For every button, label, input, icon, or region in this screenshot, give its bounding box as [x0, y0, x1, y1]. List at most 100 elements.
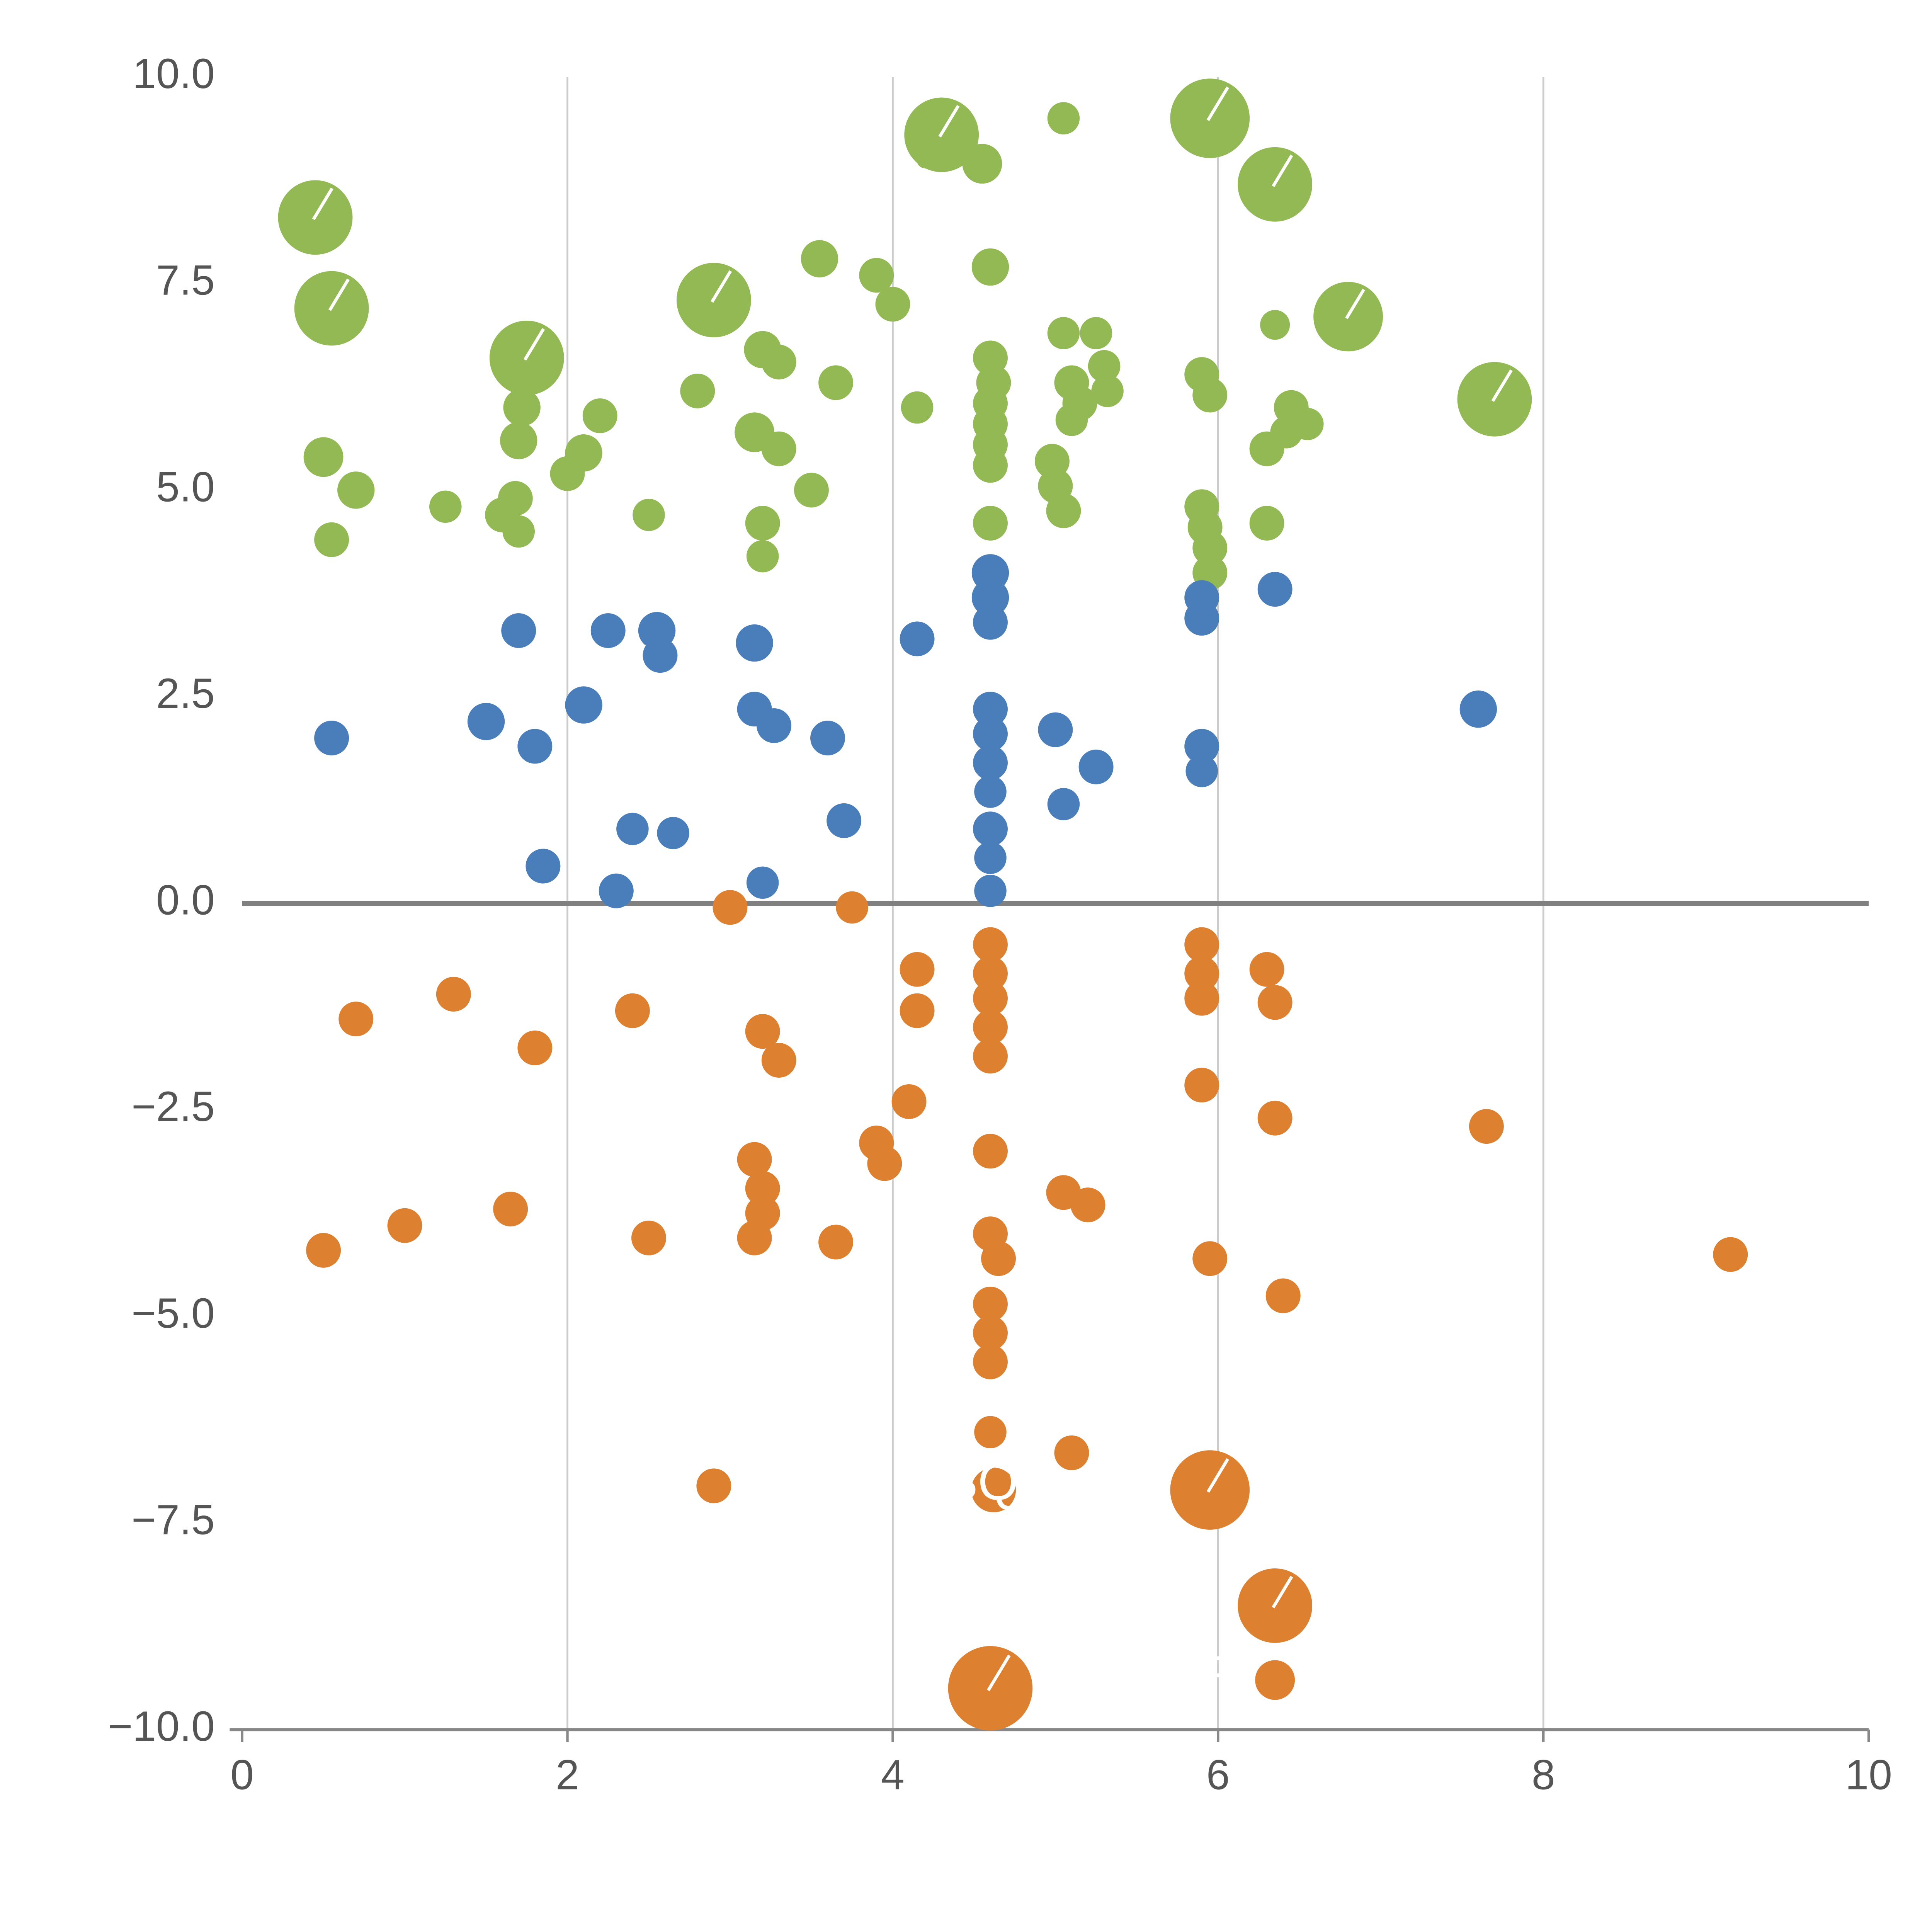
- data-point-blue-group: [657, 817, 689, 849]
- data-point-blue-group: [599, 873, 634, 908]
- data-point-orange-group: [974, 1416, 1007, 1449]
- data-point-blue-group: [973, 692, 1008, 727]
- data-point-blue-group: [1184, 600, 1219, 636]
- data-point-orange-group: [900, 993, 935, 1028]
- data-point-green-group: [761, 345, 796, 379]
- data-point-green-group: [973, 448, 1008, 483]
- data-point-orange-group: [615, 993, 650, 1028]
- data-point-orange-group: [973, 1286, 1008, 1321]
- data-point-blue-group: [736, 624, 773, 662]
- data-point-blue-group: [1047, 788, 1080, 820]
- data-point-green-group: [859, 258, 894, 293]
- tick-labels: 0 2 4 6 8 10 −10.0 −7.5 −5.0 −2.5 0.0 2.5 5.0 7.5 10.0: [108, 50, 1892, 1798]
- data-point-orange-group: [631, 1220, 666, 1255]
- y-tick-label: −10.0: [108, 1703, 214, 1750]
- data-point-orange-group: [973, 1010, 1008, 1045]
- data-point-green-group: [801, 240, 838, 277]
- leader-line: [711, 270, 732, 303]
- bubble-labels: AN SQL OVR: [697, 191, 1239, 1704]
- data-point-orange-group: [1184, 927, 1219, 962]
- y-tick-label: 0.0: [156, 877, 215, 924]
- bubble-annotation: SQL: [943, 1452, 1048, 1511]
- data-point-blue-group: [314, 721, 349, 756]
- data-point-blue-group: [974, 874, 1007, 907]
- data-point-green-group: [1091, 375, 1124, 407]
- data-point-blue-group: [974, 776, 1007, 808]
- x-tick-label: 2: [556, 1751, 579, 1798]
- data-point-green-group: [1260, 310, 1290, 340]
- data-point-green-group: [565, 434, 602, 472]
- leader-line: [312, 187, 333, 220]
- data-point-orange-group: [818, 1225, 854, 1260]
- data-point-green-group: [500, 422, 537, 459]
- data-point-orange-group: [737, 1142, 772, 1177]
- data-point-green-group: [503, 389, 541, 426]
- data-point-green-group: [429, 490, 462, 523]
- data-point-orange-group: [900, 952, 935, 987]
- data-point-orange-group: [1192, 1241, 1228, 1276]
- data-point-orange-group: [745, 1014, 780, 1049]
- data-point-green-group: [794, 473, 829, 508]
- y-tick-label: −5.0: [131, 1290, 215, 1337]
- data-point-blue-group: [1184, 729, 1219, 764]
- data-point-green-group: [1088, 350, 1121, 383]
- y-tick-label: 10.0: [133, 50, 215, 97]
- data-point-green-group: [582, 398, 617, 433]
- data-point-green-group: [337, 471, 375, 509]
- data-point-orange-group: [745, 1171, 780, 1206]
- x-tick-label: 10: [1845, 1751, 1892, 1798]
- leader-line: [1491, 369, 1513, 402]
- data-point-orange-group: [696, 1468, 731, 1503]
- data-point-green-group: [901, 391, 934, 424]
- data-point-blue-group: [973, 811, 1008, 847]
- data-point-blue-group: [827, 803, 862, 838]
- data-point-orange-group: [836, 891, 868, 924]
- data-points: [278, 78, 1748, 1731]
- data-point-orange-group: [1257, 985, 1293, 1020]
- x-tick-label: 8: [1532, 1751, 1555, 1798]
- data-point-green-group: [1047, 317, 1080, 349]
- data-point-blue-group: [746, 866, 779, 899]
- x-tick-label: 4: [881, 1751, 905, 1798]
- data-point-orange-group: [713, 890, 748, 925]
- leader-line: [1206, 86, 1229, 121]
- data-point-orange-group: [971, 1468, 1016, 1512]
- data-point-green-group: [1046, 493, 1081, 528]
- data-point-blue-group: [971, 579, 1009, 616]
- data-point-orange-group: [973, 1039, 1008, 1074]
- data-point-blue-group: [1185, 755, 1218, 787]
- data-point-green-group: [314, 522, 349, 557]
- data-point-orange-group: [761, 1043, 796, 1078]
- data-point-orange-group: [1070, 1187, 1105, 1223]
- data-point-blue-group: [526, 849, 561, 884]
- x-tick-label: 6: [1206, 1751, 1230, 1798]
- data-point-orange-group: [493, 1191, 528, 1226]
- data-point-orange-group: [338, 1002, 374, 1037]
- leader-line: [1345, 289, 1366, 319]
- data-point-green-group: [1080, 317, 1112, 349]
- data-point-green-group: [498, 481, 533, 516]
- data-point-blue-group: [757, 708, 792, 743]
- data-point-blue-group: [517, 729, 553, 764]
- data-point-orange-group: [973, 1134, 1008, 1169]
- data-point-orange-group: [973, 1344, 1008, 1379]
- data-point-green-group: [1047, 102, 1080, 134]
- data-point-blue-group: [900, 621, 935, 656]
- data-point-blue-group: [810, 721, 845, 756]
- data-point-orange-group: [1184, 1068, 1219, 1103]
- data-point-green-group: [1249, 506, 1284, 541]
- data-point-orange-group: [973, 981, 1008, 1016]
- data-point-orange-group: [981, 1241, 1016, 1276]
- leader-line: [328, 278, 350, 311]
- data-point-orange-group: [387, 1208, 422, 1243]
- leader-line: [987, 1655, 1011, 1691]
- leader-line: [1272, 1576, 1293, 1609]
- data-point-green-group: [680, 373, 715, 408]
- y-tick-label: −7.5: [131, 1496, 215, 1543]
- data-point-green-group: [875, 287, 910, 322]
- data-point-blue-group: [565, 686, 602, 724]
- data-point-orange-group: [1257, 1100, 1293, 1136]
- data-point-blue-group: [1038, 712, 1073, 747]
- data-point-blue-group: [973, 716, 1008, 752]
